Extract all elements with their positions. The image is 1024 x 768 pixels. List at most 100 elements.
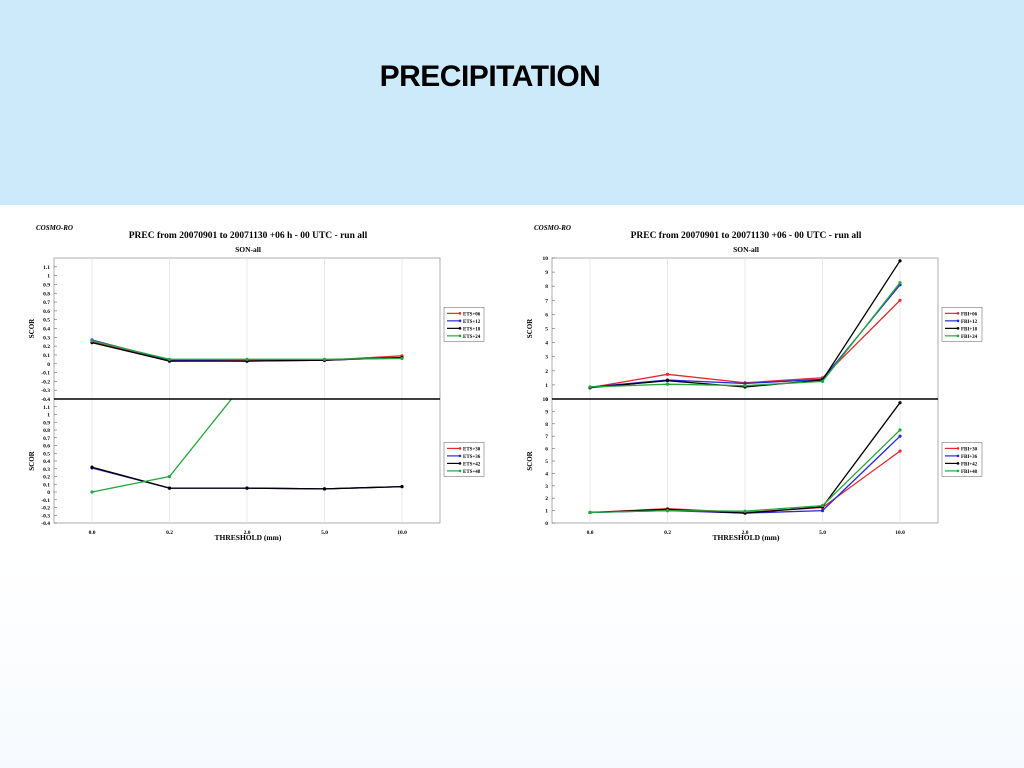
chart1-panel1-point-ETS+24-10.0 (400, 356, 404, 361)
chart1-panel2-ytick-label: -0.2 (41, 506, 50, 512)
chart2-panel1-point-FBI+24-0.0 (588, 385, 592, 389)
chart1-panel1-ytick-label: -0.1 (41, 371, 50, 377)
chart1-panel2-point-ETS+48-0.2 (167, 474, 172, 479)
chart2-xtick-label: 0.2 (664, 530, 671, 536)
chart2-panel2-ytick-label: 7 (545, 434, 548, 440)
chart2-panel2-point-FBI+48-5.0 (820, 504, 825, 508)
chart1-panel2-ytick-label: 0.8 (43, 428, 50, 434)
chart1-panel1-ytick-label: 1.1 (43, 265, 50, 271)
chart2-panel1-point-FBI+24-0.2 (665, 382, 670, 386)
chart2-panel1-point-FBI+24-2.0 (743, 384, 747, 388)
chart1-panel2-legend-label-ETS+30: ETS+30 (463, 447, 481, 452)
chart1-panel1-point-ETS+24-2.0 (245, 357, 249, 361)
chart2-panel1-point-FBI+18-0.2 (665, 379, 670, 383)
chart2-panel2-point-FBI+42-10.0 (898, 401, 902, 405)
chart1-panel2-point-ETS+48-0.0 (90, 490, 94, 494)
chart1-title: PREC from 20070901 to 20071130 +06 h - 0… (129, 231, 368, 241)
chart2-panel2-legend-label-FBI+48: FBI+48 (961, 470, 978, 475)
chart1-panel2-ytick-label: 0.3 (43, 467, 50, 473)
chart1-panel1-legend-label-ETS+12: ETS+12 (463, 320, 481, 325)
chart1-panel2-legend-marker-ETS+36 (458, 454, 462, 458)
chart2-panel2-legend-label-FBI+36: FBI+36 (961, 455, 978, 460)
chart1-panel2-ytick-label: -0.4 (41, 521, 50, 527)
slide-title: PRECIPITATION (379, 60, 601, 93)
chart1-panel2-legend-marker-ETS+42 (458, 462, 462, 465)
chart1-panel1-ytick-label: 0.7 (43, 300, 50, 306)
chart1-panel1-legend-marker-ETS+18 (458, 327, 462, 330)
chart1-panel2-ytick-label: -0.3 (41, 513, 50, 519)
chart1-panel2-ytick-label: 1 (47, 413, 50, 419)
chart2-panel1-ytick-label: 7 (545, 298, 548, 304)
chart2-panel1-ytick-label: 8 (545, 284, 548, 290)
chart1-panel1-ytick-label: 0.8 (43, 291, 50, 297)
chart2-panel1-ytick-label: 10 (543, 256, 549, 262)
chart1-panel1-ytick-label: 0.6 (43, 309, 50, 315)
chart1-xtick-label: 0.2 (166, 530, 173, 536)
chart1-panel1-ytick-label: 0.4 (43, 327, 50, 333)
chart1-panel1-legend-label-ETS+24: ETS+24 (463, 335, 481, 340)
chart1-subtitle: SON-all (235, 245, 261, 254)
chart2-panel1-ytick-label: 4 (545, 341, 548, 347)
chart2-panel1-ytick-label: 9 (545, 270, 548, 276)
chart2-panel1-legend-marker-FBI+12 (956, 319, 960, 323)
chart2-panel2-point-FBI+48-10.0 (898, 428, 902, 432)
chart2-panel1-point-FBI+24-5.0 (820, 379, 825, 383)
chart2-subtitle: SON-all (733, 245, 759, 254)
chart1-panel1-ylabel: SCOR (28, 318, 36, 338)
chart1-panel1-point-ETS+24-0.2 (167, 357, 172, 361)
chart2-panel1-point-FBI+06-10.0 (898, 298, 902, 302)
chart2-panel2-ytick-label: 3 (545, 484, 548, 490)
chart2-model-label: COSMO-RO (534, 224, 571, 232)
chart1-panel2-ytick-label: 0.5 (43, 451, 50, 457)
chart2-panel2-ytick-label: 5 (545, 459, 548, 465)
chart2-panel1-legend-label-FBI+12: FBI+12 (961, 320, 978, 325)
chart2-xtick-label: 2.0 (742, 530, 749, 536)
chart2-xtick-label: 0.0 (587, 530, 594, 536)
chart1-panel1-ytick-label: 1 (47, 274, 50, 280)
chart2-panel2-ylabel: SCOR (526, 450, 534, 470)
chart2-panel1-legend-marker-FBI+18 (956, 327, 960, 330)
chart2-panel2-legend-marker-FBI+36 (956, 454, 960, 458)
chart2-title: PREC from 20070901 to 20071130 +06 - 00 … (631, 231, 862, 241)
chart2-panel2-point-FBI+36-10.0 (898, 434, 902, 438)
chart1-panel2-ytick-label: 1.1 (43, 405, 50, 411)
chart2-panel2-ytick-label: 9 (545, 409, 548, 415)
chart1-panel1-ytick-label: -0.3 (41, 388, 50, 394)
chart1-xtick-label: 5.0 (321, 530, 328, 536)
chart2-panel2-legend-label-FBI+42: FBI+42 (961, 462, 978, 467)
chart2-panel2-legend-marker-FBI+42 (956, 462, 960, 465)
chart2-panel2-legend-marker-FBI+30 (956, 447, 960, 450)
chart1-xtick-label: 10.0 (397, 530, 407, 536)
chart1-panel1-ytick-label: 0.3 (43, 335, 50, 341)
chart1-xtick-label: 2.0 (244, 530, 251, 536)
chart1-panel1-ytick-label: -0.2 (41, 379, 50, 385)
chart1-model-label: COSMO-RO (36, 224, 73, 232)
chart2-xtick-label: 10.0 (895, 530, 905, 536)
chart2-panel2-point-FBI+30-10.0 (898, 449, 902, 453)
chart1-panel2-ylabel: SCOR (28, 450, 36, 470)
chart1-panel2-legend-label-ETS+48: ETS+48 (463, 470, 481, 475)
chart2-panel1-ytick-label: 3 (545, 355, 548, 361)
chart-ets-svg: COSMO-RO PREC from 20070901 to 20071130 +… (28, 224, 485, 542)
chart2-panel2-ytick-label: 2 (545, 496, 548, 502)
chart1-panel1-ytick-label: -0.4 (41, 397, 50, 403)
chart2-xtick-label: 5.0 (819, 530, 826, 536)
chart2-panel1-ylabel: SCOR (526, 318, 534, 338)
chart2-panel1-point-FBI+06-0.2 (665, 372, 670, 376)
chart1-panel2-point-ETS+42-0.0 (90, 465, 94, 469)
chart1-panel1-point-ETS+24-0.0 (90, 339, 94, 343)
chart1-panel2-ytick-label: 0 (47, 490, 50, 496)
chart2-panel2-ytick-label: 0 (545, 521, 548, 527)
chart1-panel2-legend-marker-ETS+30 (458, 447, 462, 450)
chart2-panel2-ytick-label: 8 (545, 422, 548, 428)
chart2-panel1-ytick-label: 6 (545, 312, 548, 318)
chart1-panel1-ytick-label: 0.5 (43, 318, 50, 324)
chart2-panel1-ytick-label: 5 (545, 327, 548, 333)
chart1-panel2-ytick-label: 0.2 (43, 475, 50, 481)
chart1-xlabel: THRESHOLD (mm) (215, 533, 282, 542)
chart1-panel2-legend-label-ETS+36: ETS+36 (463, 455, 481, 460)
chart2-panel2-point-FBI+48-2.0 (743, 509, 747, 513)
chart2-panel1-legend-marker-FBI+24 (956, 334, 960, 338)
chart2-panel1-legend-marker-FBI+06 (956, 312, 960, 315)
chart1-panel2-point-ETS+42-0.2 (167, 486, 172, 490)
